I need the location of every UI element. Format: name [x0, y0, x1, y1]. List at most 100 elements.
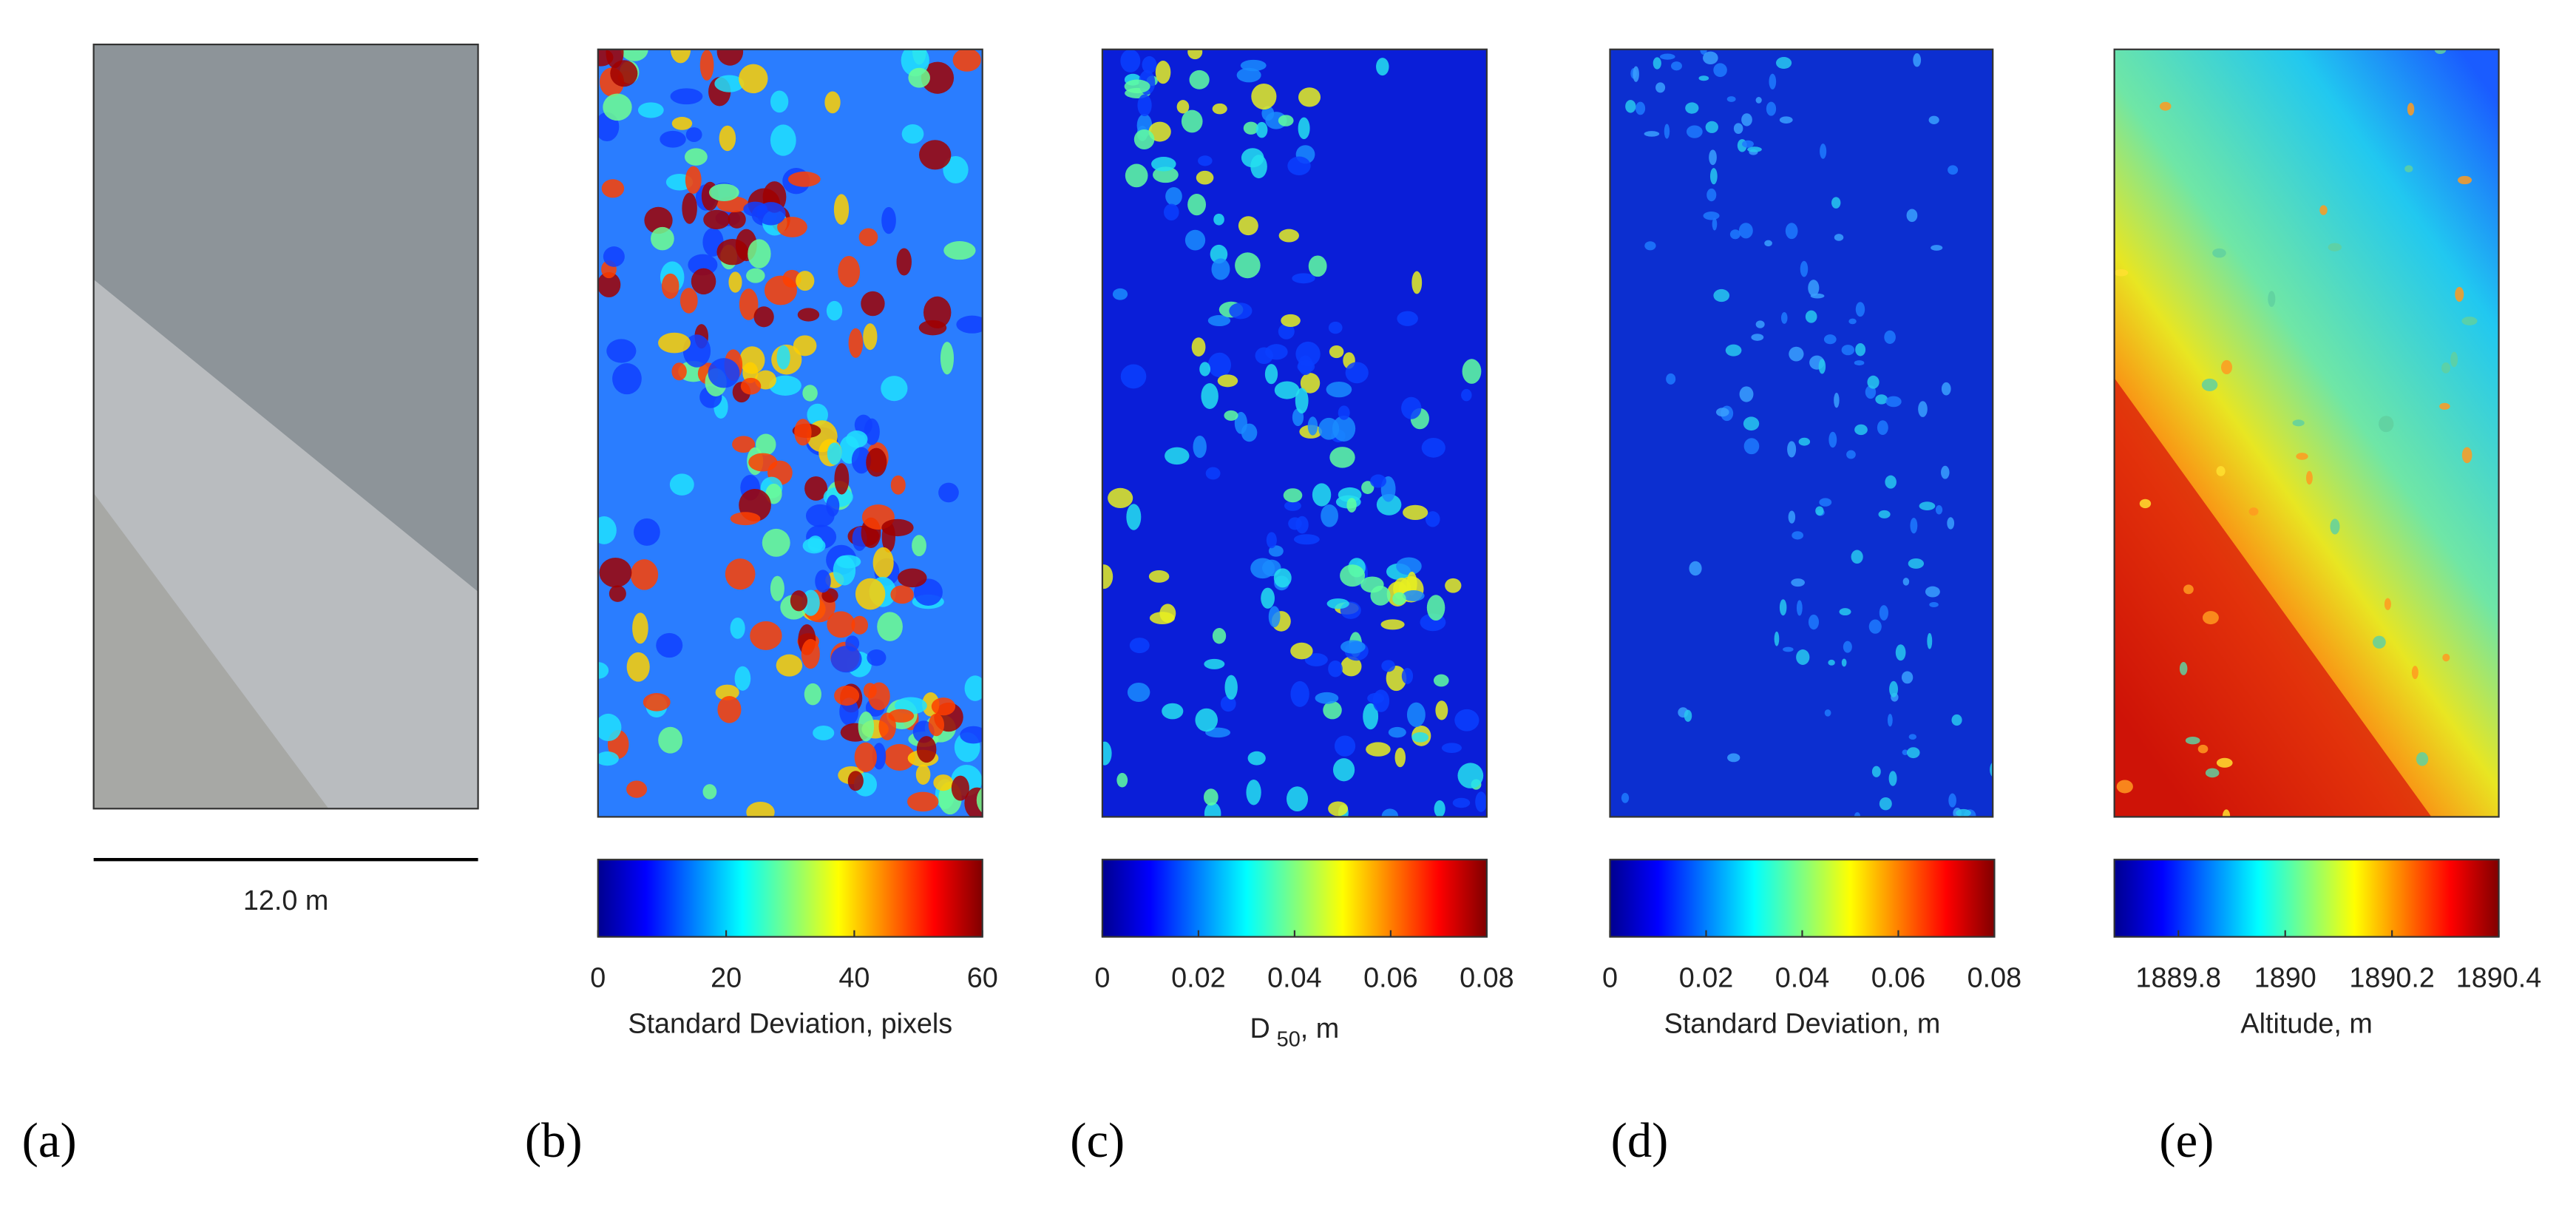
blob: [1133, 129, 1155, 150]
blob: [1243, 121, 1259, 135]
blob: [2292, 419, 2305, 427]
blob: [1108, 487, 1133, 509]
blob: [1292, 273, 1315, 284]
blob: [960, 726, 983, 744]
blob: [1120, 364, 1147, 389]
blob: [847, 771, 864, 791]
blob: [1112, 288, 1128, 300]
blob: [1733, 123, 1743, 135]
blob: [1843, 641, 1852, 653]
blob: [1755, 97, 1762, 104]
blob: [833, 194, 850, 225]
panel-label: (a): [22, 1114, 77, 1168]
colorbar-tick-label: 60: [967, 962, 998, 993]
blob: [1124, 79, 1150, 94]
blob: [1709, 149, 1717, 166]
blob: [1766, 101, 1777, 116]
blob: [1906, 209, 1918, 223]
blob: [1187, 194, 1207, 216]
blob: [1908, 734, 1917, 740]
blob: [2404, 165, 2413, 173]
blob: [1918, 401, 1928, 417]
blob: [913, 578, 943, 606]
blob: [1666, 373, 1676, 385]
blob: [658, 726, 683, 754]
blob: [1181, 109, 1203, 133]
blob: [1176, 100, 1190, 114]
blob: [770, 575, 784, 601]
blob: [1155, 61, 1171, 84]
blob: [660, 130, 686, 148]
blob: [1397, 311, 1418, 326]
blob: [1346, 498, 1357, 513]
blob: [719, 125, 736, 152]
blob: [2328, 243, 2342, 251]
blob: [606, 339, 637, 363]
blob: [790, 590, 808, 612]
blob: [1403, 504, 1428, 520]
blob: [1255, 121, 1268, 138]
heatmap: [1610, 49, 1993, 817]
colorbar-tick-label: 20: [711, 962, 742, 993]
blob: [1457, 763, 1484, 788]
blob: [1217, 374, 1238, 388]
blob: [1884, 330, 1896, 344]
blob: [866, 447, 887, 477]
panel-label: (d): [1611, 1114, 1669, 1168]
blob: [1332, 415, 1356, 442]
blob: [1212, 628, 1227, 644]
blob: [671, 362, 687, 381]
blob: [918, 320, 947, 336]
blob: [1281, 314, 1301, 328]
blob: [1266, 532, 1277, 549]
colorbar-axis-label: D 50, m: [1250, 1013, 1340, 1051]
blob: [855, 578, 886, 610]
blob: [1779, 116, 1793, 124]
blob: [1712, 217, 1718, 231]
blob: [877, 612, 903, 641]
blob: [1755, 320, 1765, 328]
blob: [1129, 638, 1150, 654]
blob: [807, 403, 828, 426]
blob: [769, 375, 801, 396]
colorbar-tick-label: 0: [590, 962, 606, 993]
blob: [1475, 791, 1487, 812]
blob: [1839, 608, 1851, 616]
blob: [746, 268, 765, 283]
colorbar-tick-label: 0: [1602, 962, 1618, 993]
colorbar: [1101, 859, 1488, 938]
blob: [2205, 768, 2220, 778]
blob: [776, 345, 790, 370]
blob: [714, 75, 745, 92]
blob: [890, 475, 906, 495]
blob: [1372, 689, 1390, 712]
blob: [725, 558, 756, 590]
blob: [1329, 345, 1344, 359]
blob: [1290, 642, 1313, 660]
blob: [2216, 466, 2226, 476]
blob: [1193, 436, 1207, 459]
blob: [740, 377, 762, 395]
blob: [804, 683, 821, 706]
blob: [1366, 742, 1391, 757]
blob: [1895, 644, 1906, 661]
blob: [730, 512, 761, 526]
blob: [1421, 438, 1445, 458]
blob: [699, 50, 714, 81]
blob: [1808, 614, 1820, 630]
blob: [807, 535, 824, 553]
blob: [1787, 441, 1797, 458]
blob: [1855, 342, 1866, 357]
blob: [1184, 229, 1206, 251]
panel-label: (b): [525, 1114, 583, 1168]
blob: [851, 615, 869, 635]
blob: [1199, 362, 1211, 376]
heatmap-frame: [2113, 48, 2500, 818]
blob: [1671, 61, 1682, 71]
blob: [1823, 334, 1837, 345]
blob: [1913, 53, 1922, 67]
blob: [1951, 714, 1962, 726]
blob: [1127, 682, 1150, 703]
blob: [597, 713, 622, 741]
blob: [1318, 417, 1340, 440]
